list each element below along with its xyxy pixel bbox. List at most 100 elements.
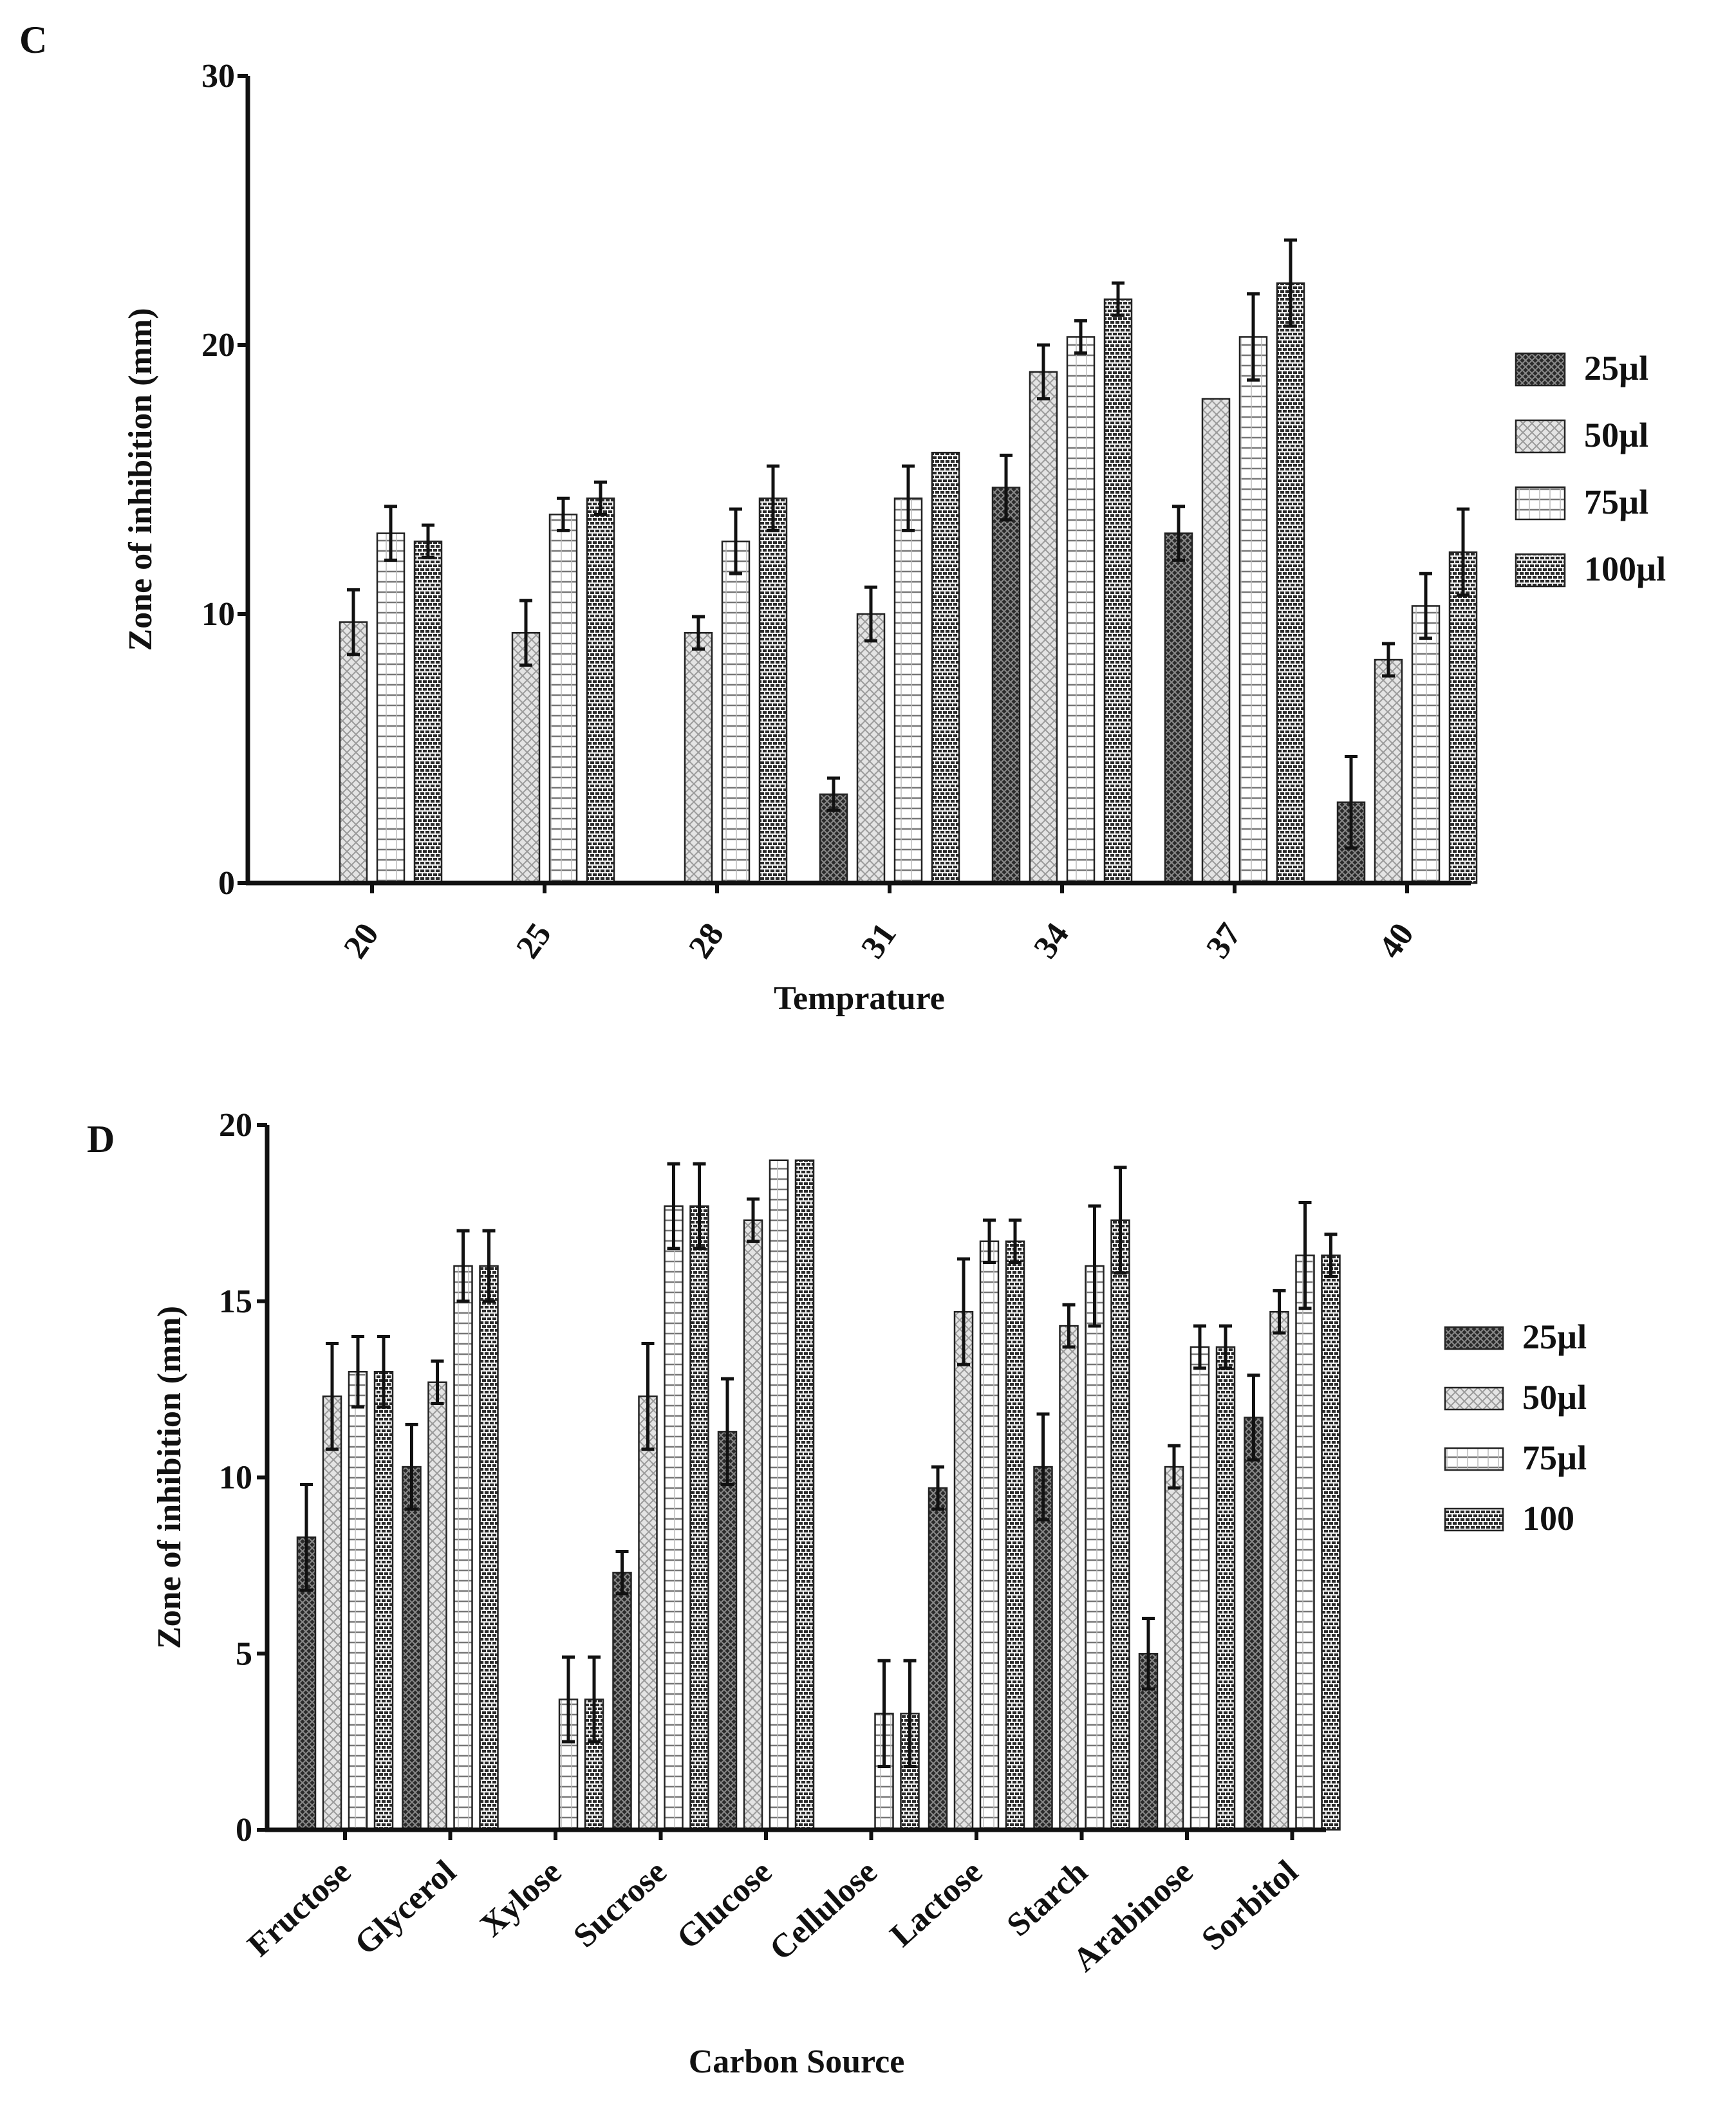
bar-C-40-2: [1411, 605, 1441, 884]
legend-swatch-1: [1515, 419, 1566, 454]
chart-panel-C: C 20 25 28 31 34 37 40 0 10 20 30 Temprature Zone of …: [19, 19, 1666, 1017]
x-tick-label-Lactose: Lactose: [883, 1854, 989, 1954]
error-bar-C-40-3: [1457, 507, 1470, 597]
legend-D: 25µl 50µl 75µl 100: [1444, 1317, 1587, 1538]
error-bar-C-31-2: [902, 464, 915, 532]
bar-D-Glycerol-1: [427, 1381, 447, 1831]
error-bar-D-Cellulose-2: [877, 1659, 891, 1768]
error-bar-C-20-2: [384, 505, 397, 562]
bar-C-20-2: [376, 532, 406, 884]
error-bar-D-Sorbitol-2: [1298, 1200, 1312, 1310]
bar-D-Glucose-3: [794, 1159, 815, 1831]
bar-D-Starch-2: [1085, 1265, 1105, 1831]
legend-swatch-0: [1444, 1326, 1504, 1350]
x-tick-label-Starch: Starch: [1000, 1854, 1095, 1944]
bar-C-20-3: [413, 540, 443, 884]
error-bar-C-31-0: [827, 776, 840, 812]
error-bar-D-Lactose-3: [1009, 1218, 1022, 1265]
bar-C-34-3: [1103, 298, 1133, 884]
error-bar-D-Starch-3: [1114, 1166, 1127, 1275]
bar-D-Glycerol-2: [453, 1265, 473, 1831]
legend-swatch-2: [1515, 486, 1566, 521]
x-tick-label-20: 20: [337, 917, 386, 965]
y-tick-label-20: 20: [201, 327, 235, 364]
legend-swatch-3: [1444, 1507, 1504, 1532]
bar-D-Lactose-1: [953, 1310, 974, 1831]
bar-D-Sucrose-0: [612, 1572, 632, 1831]
error-bar-D-Glycerol-0: [405, 1422, 418, 1511]
legend-label-3: 100: [1522, 1499, 1574, 1538]
error-bar-C-34-0: [1000, 453, 1013, 522]
y-tick-label-20: 20: [219, 1107, 252, 1144]
error-bar-C-28-1: [692, 615, 705, 651]
bar-D-Arabinose-3: [1215, 1346, 1236, 1831]
y-tick-label-0: 0: [218, 865, 235, 902]
bar-C-40-3: [1448, 551, 1478, 884]
error-bar-D-Sucrose-2: [667, 1162, 680, 1251]
bar-D-Sorbitol-0: [1244, 1417, 1264, 1831]
bar-D-Lactose-2: [979, 1240, 1000, 1831]
bar-C-34-0: [991, 487, 1021, 884]
x-tick-label-Fructose: Fructose: [241, 1854, 358, 1964]
error-bar-C-25-3: [594, 480, 607, 516]
bar-D-Sorbitol-3: [1321, 1254, 1341, 1831]
error-bar-D-Lactose-2: [983, 1218, 996, 1265]
error-bar-C-25-2: [557, 496, 570, 532]
error-bar-C-37-0: [1172, 505, 1185, 562]
legend-label-3: 100µl: [1584, 550, 1666, 588]
bar-D-Glucose-1: [743, 1219, 763, 1831]
bar-C-31-2: [893, 498, 923, 884]
x-tick-label-25: 25: [509, 917, 559, 965]
legend-label-1: 50µl: [1584, 416, 1648, 454]
error-bar-C-28-2: [729, 507, 742, 575]
bar-C-25-2: [548, 514, 578, 884]
bar-C-40-1: [1374, 658, 1403, 884]
x-tick-label-40: 40: [1372, 917, 1421, 965]
y-axis-title: Zone of inhibition (mm): [122, 308, 159, 651]
bar-D-Glycerol-3: [479, 1265, 499, 1831]
legend-label-1: 50µl: [1522, 1378, 1587, 1417]
error-bar-D-Glycerol-2: [456, 1229, 470, 1303]
error-bar-C-28-3: [767, 464, 779, 532]
bar-D-Lactose-0: [928, 1487, 948, 1831]
legend-C: 25µl 50µl 75µl 100µl: [1515, 349, 1666, 588]
x-tick-label-34: 34: [1027, 917, 1076, 965]
bar-D-Sorbitol-2: [1295, 1254, 1315, 1831]
legend-swatch-3: [1515, 553, 1566, 588]
panel-letter: D: [87, 1118, 115, 1160]
bar-D-Fructose-2: [348, 1371, 368, 1831]
bar-D-Sucrose-2: [664, 1205, 684, 1831]
error-bar-D-Xylose-2: [562, 1655, 575, 1744]
x-tick-label-28: 28: [682, 917, 731, 965]
error-bar-C-37-3: [1284, 238, 1297, 328]
bar-C-37-3: [1276, 282, 1305, 884]
x-tick-label-Xylose: Xylose: [473, 1854, 568, 1944]
error-bar-D-Glucose-1: [747, 1197, 760, 1243]
bar-D-Glucose-2: [769, 1159, 789, 1831]
y-tick-label-10: 10: [201, 596, 235, 633]
legend-label-2: 75µl: [1522, 1438, 1587, 1477]
error-bar-D-Arabinose-1: [1168, 1444, 1181, 1490]
x-tick-label-Glycerol: Glycerol: [348, 1854, 463, 1962]
error-bar-C-20-3: [422, 523, 434, 559]
error-bar-D-Starch-1: [1062, 1303, 1076, 1349]
legend-swatch-0: [1515, 352, 1566, 387]
error-bar-D-Fructose-0: [300, 1482, 313, 1592]
bar-D-Starch-0: [1033, 1466, 1053, 1831]
bar-C-20-1: [339, 621, 368, 884]
error-bar-C-34-3: [1112, 281, 1125, 317]
error-bar-D-Glycerol-1: [431, 1359, 444, 1406]
error-bar-C-37-2: [1247, 292, 1260, 382]
error-bar-C-34-2: [1074, 319, 1087, 355]
y-axis-title: Zone of inhibition (mm): [151, 1306, 188, 1649]
error-bar-C-34-1: [1037, 343, 1050, 401]
error-bar-D-Sorbitol-1: [1273, 1289, 1286, 1335]
bar-C-25-3: [586, 498, 615, 884]
x-tick-label-Sucrose: Sucrose: [566, 1854, 673, 1955]
y-tick-label-15: 15: [219, 1283, 252, 1320]
bar-C-37-1: [1201, 398, 1231, 884]
legend-swatch-1: [1444, 1386, 1504, 1411]
legend-label-0: 25µl: [1584, 349, 1648, 387]
